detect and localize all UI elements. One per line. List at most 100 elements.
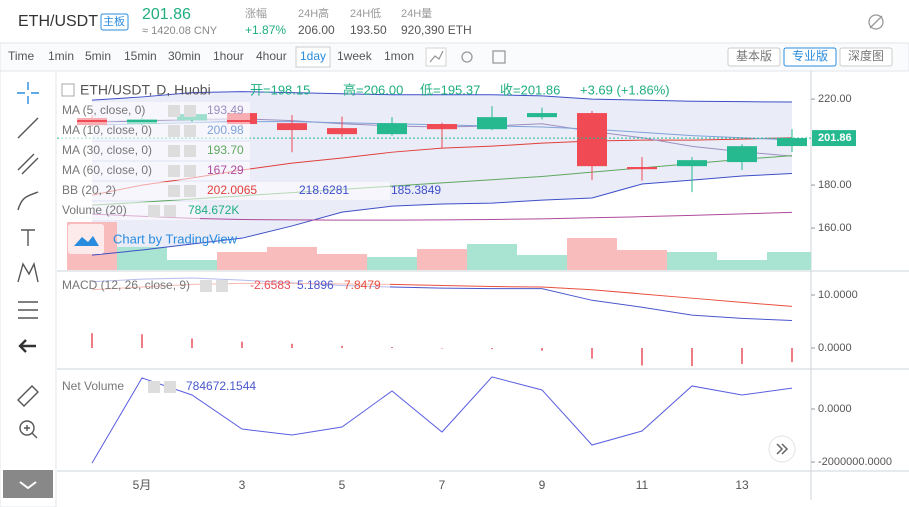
x-tick-label: 7 <box>439 478 446 492</box>
volume-bar <box>567 237 617 270</box>
pattern-icon[interactable] <box>17 261 39 283</box>
y-tick-label: 220.00 <box>818 93 852 105</box>
stat-value: 206.00 <box>298 23 335 37</box>
collapse-button[interactable] <box>3 470 53 498</box>
interval-button[interactable]: 15min <box>124 49 157 63</box>
last-price-bg <box>812 130 856 147</box>
back-icon[interactable] <box>18 339 36 353</box>
candle-body <box>627 167 657 170</box>
volume-bar <box>267 246 317 270</box>
ohlc-label: 低=195.37 <box>420 82 480 97</box>
ohlc-label: 收=201.86 <box>500 82 560 97</box>
legend-icon <box>148 205 160 217</box>
indicator-value: 5.1896 <box>297 278 334 292</box>
legend-icon <box>184 165 196 177</box>
y-tick-label: 10.0000 <box>818 289 858 301</box>
indicator-value: 193.49 <box>207 103 244 117</box>
legend-icon <box>168 185 180 197</box>
interval-button[interactable]: 1day <box>300 49 326 63</box>
brush-icon[interactable] <box>17 191 39 211</box>
interval-button[interactable]: 1mon <box>384 49 414 63</box>
x-tick-label: 9 <box>539 478 546 492</box>
legend-bg <box>60 102 250 120</box>
badge: 主板 <box>103 14 125 28</box>
y-tick-label: -2000000.0000 <box>818 456 892 468</box>
sidebar-icons <box>17 82 39 439</box>
legend-icon <box>184 105 196 117</box>
bb-upper <box>91 91 793 103</box>
zoom-icon[interactable] <box>19 420 35 436</box>
scroll-icon <box>776 443 789 455</box>
settings-icon[interactable] <box>461 51 473 63</box>
legend-icon <box>168 105 180 117</box>
stat-label: 24H低 <box>350 7 381 20</box>
interval-button[interactable]: 1week <box>337 49 373 63</box>
candle-body <box>277 123 307 131</box>
indicator-value: 784.672K <box>188 203 239 217</box>
legend-bg <box>60 162 250 180</box>
interval-button[interactable]: 30min <box>168 49 201 63</box>
version-button[interactable]: 专业版 <box>792 48 828 63</box>
theme-icon-slash <box>869 15 883 29</box>
line-icon[interactable] <box>17 117 39 139</box>
indicator-value: 784672.1544 <box>186 379 256 393</box>
indicator-value: 167.29 <box>207 163 244 177</box>
interval-button[interactable]: 5min <box>85 49 111 63</box>
text-icon[interactable] <box>21 229 35 246</box>
channel-icon[interactable] <box>17 153 39 175</box>
interval-button[interactable]: 4hour <box>256 49 287 63</box>
stat-value: 193.50 <box>350 23 387 37</box>
price-cny: ≈ 1420.08 CNY <box>142 25 218 37</box>
indicator-value: 185.3849 <box>391 183 441 197</box>
change-label: +3.69 (+1.86%) <box>580 82 670 97</box>
indicator-name: MACD (12, 26, close, 9) <box>62 278 190 292</box>
indicator-name: Volume (20) <box>62 203 127 217</box>
volume-bar <box>367 256 417 270</box>
volume-bar <box>767 251 811 270</box>
badge-bg <box>100 13 129 31</box>
version-button[interactable]: 深度图 <box>848 48 884 63</box>
indicator-value: 193.70 <box>207 143 244 157</box>
candle-body <box>127 119 157 125</box>
legend-bg <box>60 142 250 160</box>
legend-icon <box>61 83 75 97</box>
legend-bg <box>60 182 390 200</box>
version-button[interactable]: 基本版 <box>736 49 772 63</box>
stat-label: 涨幅 <box>245 7 267 20</box>
bb-fill <box>92 91 792 256</box>
x-tick-label: 13 <box>735 478 749 492</box>
indicator-value: 202.0065 <box>207 183 257 197</box>
theme-icon[interactable] <box>868 14 884 30</box>
legend-icon <box>168 145 180 157</box>
interval-button[interactable]: 1hour <box>213 49 244 63</box>
volume-bar <box>417 249 467 270</box>
toolbar-icons <box>425 14 884 67</box>
indicator-name: MA (30, close, 0) <box>62 143 152 157</box>
x-tick-label: 5月 <box>133 478 152 492</box>
indicator-icon <box>429 50 444 63</box>
candle-body <box>427 124 457 130</box>
y-tick-label: 0.0000 <box>818 403 852 415</box>
candle-body <box>377 123 407 135</box>
legend-icon <box>164 205 176 217</box>
legend-icon <box>184 145 196 157</box>
interval-button[interactable]: 1min <box>48 49 74 63</box>
ruler-icon[interactable] <box>17 385 39 407</box>
screenshot-icon[interactable] <box>492 50 506 64</box>
volume-bar <box>717 259 767 270</box>
chart-title: ETH/USDT, D, Huobi <box>80 82 211 98</box>
watermark-icon <box>74 236 99 246</box>
fib-icon[interactable] <box>18 301 38 319</box>
legend-icon <box>216 280 228 292</box>
sidebar-bg <box>0 70 57 507</box>
legend-icon <box>184 185 196 197</box>
interval-button[interactable]: Time <box>8 49 35 63</box>
version-bg <box>839 47 893 67</box>
indicator-name: MA (10, close, 0) <box>62 123 152 137</box>
crosshair-icon[interactable] <box>17 82 39 104</box>
bb-lower <box>91 173 793 256</box>
volume-bar <box>167 259 217 270</box>
candle-body <box>77 118 107 126</box>
indicator-value: -2.6583 <box>250 278 291 292</box>
zoom-icon-plus <box>24 425 38 439</box>
